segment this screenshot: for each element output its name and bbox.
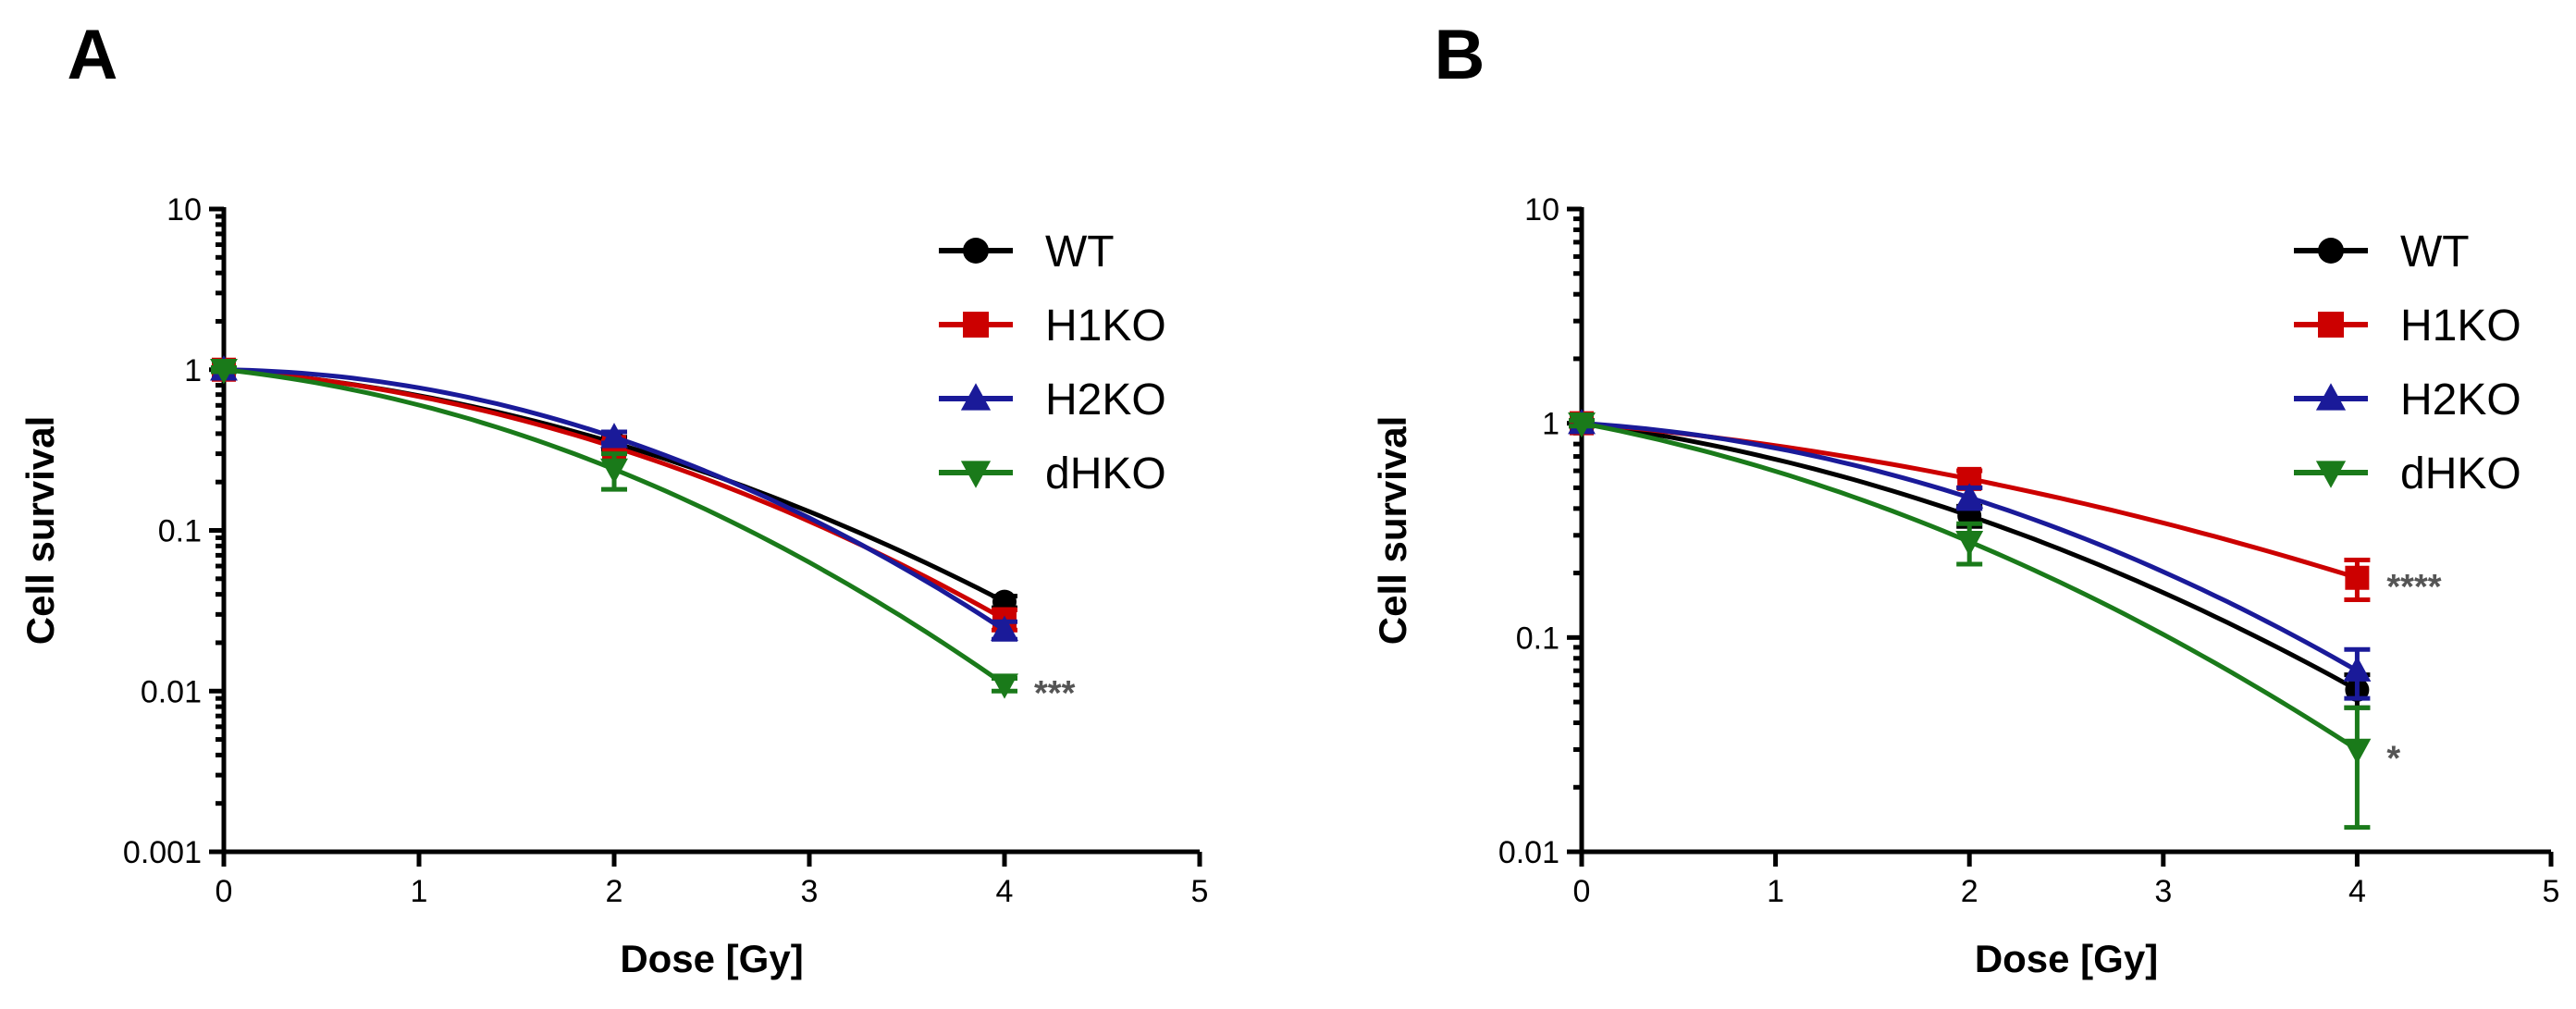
y-tick-label: 10 [1524, 192, 1559, 228]
y-axis-title: Cell survival [1371, 416, 1414, 645]
legend-item-dhko: dHKO [939, 449, 1166, 498]
data-point [1955, 483, 1984, 509]
y-tick-label: 0.001 [123, 835, 202, 870]
panel-a: A 0.001 0.01 0.1 1 10 0 1 2 3 4 5 Dose [Gy] Cell surv… [18, 16, 1208, 980]
x-tick-label: 4 [996, 874, 1014, 909]
series-dhko [1568, 412, 2372, 831]
y-axis-title: Cell survival [18, 416, 62, 645]
legend-item-h1ko: H1KO [939, 301, 1166, 351]
legend-item-dhko: dHKO [2294, 449, 2521, 498]
legend-marker [960, 461, 992, 488]
y-tick-label: 1 [184, 353, 202, 388]
legend-marker [2318, 238, 2344, 264]
legend-marker [2315, 461, 2347, 488]
x-tick-label: 5 [1191, 874, 1209, 909]
y-tick-label: 0.1 [1516, 621, 1559, 656]
x-tick-label: 3 [801, 874, 819, 909]
series-h1ko [211, 357, 1017, 633]
data-point [991, 615, 1018, 641]
data-point [1568, 412, 1596, 438]
y-tick-label: 0.1 [158, 514, 202, 549]
x-axis-title: Dose [Gy] [1975, 937, 2158, 980]
data-point [991, 673, 1018, 699]
y-tick-label: 1 [1542, 407, 1559, 442]
panel-b: B 0.01 0.1 1 10 0 1 2 3 4 5 Dose [Gy] Cell survival *… [1371, 16, 2559, 980]
panel-letter: A [68, 16, 118, 94]
x-axis-title: Dose [Gy] [620, 937, 803, 980]
data-point [1957, 466, 1982, 491]
curve-h2ko [223, 367, 1006, 633]
data-point [2343, 656, 2372, 682]
x-tick-label: 3 [2154, 874, 2172, 909]
y-tick-label: 0.01 [1498, 835, 1559, 870]
legend: WT H1KO H2KO dHKO [939, 228, 1166, 498]
curve-dhko [223, 367, 1006, 687]
x-tick-label: 5 [2543, 874, 2560, 909]
data-point [210, 359, 238, 385]
legend-label: H2KO [1045, 375, 1166, 425]
legend: WT H1KO H2KO dHKO [2294, 228, 2521, 498]
x-tick-label: 2 [606, 874, 623, 909]
legend-marker [960, 383, 992, 411]
legend-item-h2ko: H2KO [2294, 375, 2521, 425]
significance-label: *** [1034, 674, 1076, 713]
legend-marker [2315, 383, 2347, 411]
legend-label: dHKO [2400, 449, 2521, 498]
series-dhko [210, 359, 1018, 699]
significance-label: **** [2386, 568, 2441, 607]
y-tick-label: 0.01 [141, 674, 202, 709]
curve-h1ko [223, 367, 1006, 621]
legend-item-h2ko: H2KO [939, 375, 1166, 425]
series-h2ko [210, 355, 1018, 642]
legend-item-wt: WT [939, 228, 1115, 277]
data-point [600, 423, 628, 449]
legend-label: H1KO [2400, 301, 2521, 351]
x-tick-label: 1 [411, 874, 428, 909]
data-point [2343, 738, 2372, 765]
panel-letter: B [1435, 16, 1485, 94]
x-tick-label: 2 [1961, 874, 1978, 909]
legend-marker [963, 312, 989, 338]
x-tick-label: 1 [1767, 874, 1784, 909]
data-point [1955, 531, 1984, 557]
data-point [600, 458, 628, 485]
x-tick-label: 4 [2348, 874, 2366, 909]
legend-label: dHKO [1045, 449, 1166, 498]
legend-item-h1ko: H1KO [2294, 301, 2521, 351]
data-point [2345, 565, 2370, 590]
legend-item-wt: WT [2294, 228, 2470, 277]
legend-label: H1KO [1045, 301, 1166, 351]
y-tick-label: 10 [166, 192, 202, 228]
legend-label: WT [1045, 228, 1115, 277]
legend-marker [2318, 312, 2344, 338]
legend-label: WT [2400, 228, 2470, 277]
error-bar [2344, 705, 2371, 831]
legend-marker [963, 238, 989, 264]
x-tick-label: 0 [1573, 874, 1591, 909]
x-tick-label: 0 [216, 874, 233, 909]
significance-label: * [2386, 739, 2400, 778]
legend-label: H2KO [2400, 375, 2521, 425]
